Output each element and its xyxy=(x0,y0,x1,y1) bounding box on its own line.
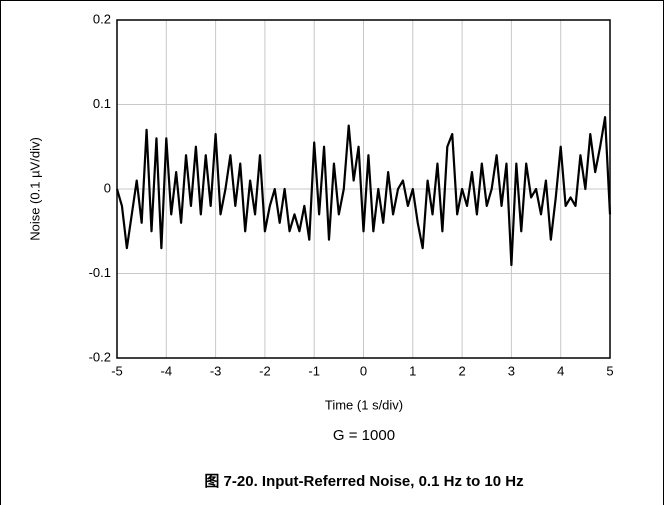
x-tick-label: 0 xyxy=(360,363,367,378)
y-tick-label: -0.2 xyxy=(89,349,111,364)
y-tick-label: 0 xyxy=(104,180,111,195)
x-tick-label: -2 xyxy=(259,363,271,378)
x-tick-label: -3 xyxy=(210,363,222,378)
x-tick-label: 3 xyxy=(508,363,515,378)
y-tick-label: -0.1 xyxy=(89,265,111,280)
y-tick-label: 0.2 xyxy=(93,11,111,26)
noise-line xyxy=(115,116,612,267)
y-axis-label: Noise (0.1 µV/div) xyxy=(27,137,42,241)
x-tick-label: -1 xyxy=(308,363,320,378)
annotation: G = 1000 xyxy=(333,427,395,444)
x-tick-label: -4 xyxy=(161,363,173,378)
x-axis-label: Time (1 s/div) xyxy=(325,397,403,412)
x-tick-label: 1 xyxy=(409,363,416,378)
x-tick-label: 4 xyxy=(557,363,564,378)
plot-border xyxy=(116,19,611,359)
x-tick-label: -5 xyxy=(111,363,123,378)
caption: 图 7-20. Input-Referred Noise, 0.1 Hz to … xyxy=(204,473,523,490)
x-tick-label: 2 xyxy=(458,363,465,378)
x-tick-label: 5 xyxy=(606,363,613,378)
y-tick-label: 0.1 xyxy=(93,96,111,111)
